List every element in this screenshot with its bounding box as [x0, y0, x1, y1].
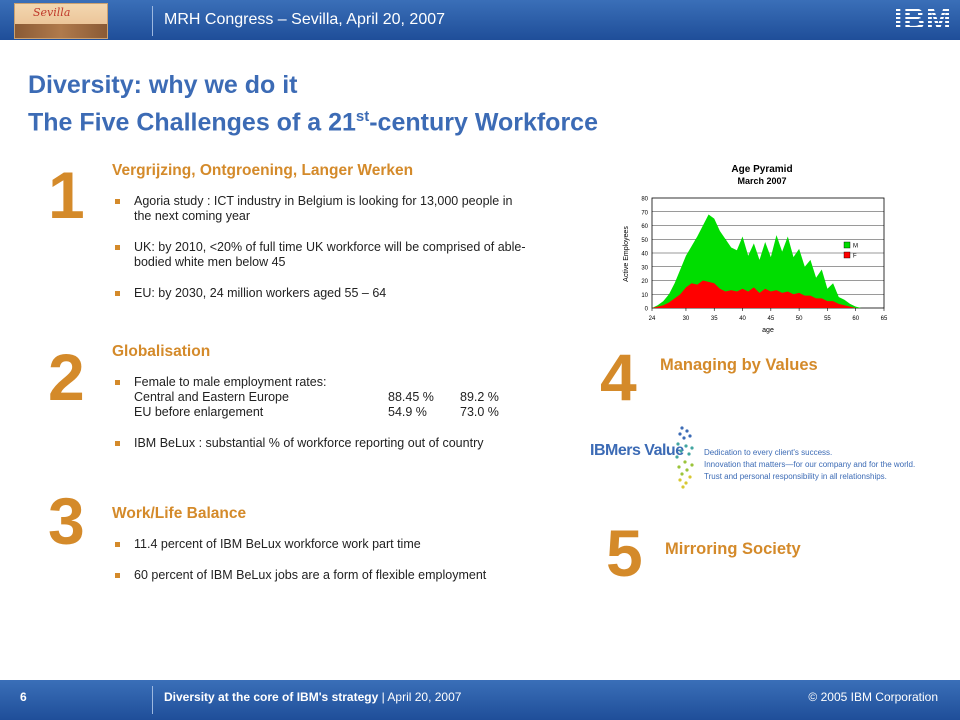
- values-word: IBMers Value: [590, 442, 684, 459]
- ibm-logo: IBM: [894, 3, 952, 36]
- age-pyramid-chart: Age Pyramid March 2007 0 10 20 30 40 50 60 70 80…: [623, 164, 888, 334]
- x-tick-label: 40: [739, 316, 746, 322]
- y-tick-label: 10: [641, 293, 648, 299]
- bullet-item: Agoria study : ICT industry in Belgium i…: [112, 194, 532, 224]
- x-tick-label: 60: [852, 316, 859, 322]
- x-tick-label: 24: [649, 316, 656, 322]
- value-line-3: Trust and personal responsibility in all…: [704, 472, 887, 481]
- legend-swatch: [843, 241, 851, 249]
- series-area-f: [652, 280, 862, 308]
- mirroring-society-label: Mirroring Society: [665, 540, 801, 558]
- x-tick-label: 45: [767, 316, 774, 322]
- y-tick-label: 70: [641, 210, 648, 216]
- legend-swatch: [843, 251, 851, 259]
- bullet-item: UK: by 2010, <20% of full time UK workfo…: [112, 240, 532, 270]
- bullet-item: EU: by 2030, 24 million workers aged 55 …: [112, 286, 532, 301]
- logo-text: Sevilla: [33, 6, 71, 19]
- bullet-item: IBM BeLux : substantial % of workforce r…: [112, 436, 532, 451]
- congress-logo: Sevilla: [14, 3, 108, 39]
- section-demographics: Vergrijzing, Ontgroening, Langer Werken …: [112, 162, 532, 317]
- y-tick-label: 30: [641, 265, 648, 271]
- challenge-number-5: 5: [606, 516, 643, 590]
- section-globalisation: Globalisation Female to male employment …: [112, 343, 532, 467]
- section-title: Vergrijzing, Ontgroening, Langer Werken: [112, 162, 414, 179]
- bullet-item: Female to male employment rates: Central…: [112, 375, 532, 420]
- bullet-item: 11.4 percent of IBM BeLux workforce work…: [112, 537, 532, 552]
- rates-intro: Female to male employment rates:: [134, 375, 327, 389]
- title-line-2: The Five Challenges of a 21st-century Wo…: [28, 108, 598, 137]
- title-line-1: Diversity: why we do it: [28, 71, 298, 99]
- page-number: 6: [20, 690, 27, 704]
- logo-cityscape: [15, 24, 107, 38]
- challenge-number-2: 2: [48, 340, 85, 414]
- chart-title: Age Pyramid: [731, 164, 792, 175]
- y-tick-label: 80: [641, 197, 648, 203]
- legend-label: M: [853, 244, 858, 250]
- x-tick-label: 65: [881, 316, 888, 322]
- legend-label: F: [853, 254, 857, 260]
- managing-by-values-label: Managing by Values: [660, 356, 818, 374]
- slide-title: Diversity: why we do it The Five Challen…: [28, 70, 598, 138]
- ibmers-value-graphic: IBMers Value Dedication to every client'…: [588, 424, 944, 490]
- challenge-number-3: 3: [48, 484, 85, 558]
- header-title: MRH Congress – Sevilla, April 20, 2007: [164, 11, 446, 28]
- section-title: Globalisation: [112, 343, 211, 360]
- x-tick-label: 55: [824, 316, 831, 322]
- section-title: Work/Life Balance: [112, 505, 247, 522]
- rates-table: Central and Eastern Europe 88.45 % 89.2 % …: [134, 390, 499, 419]
- y-axis-label: Active Employees: [623, 226, 630, 282]
- y-tick-label: 40: [641, 252, 648, 258]
- chart-subtitle: March 2007: [737, 176, 786, 186]
- footer-divider: [152, 686, 153, 714]
- dots-pattern-icon: [675, 426, 694, 489]
- x-tick-label: 30: [683, 316, 690, 322]
- footer-text: Diversity at the core of IBM's strategy …: [164, 690, 462, 704]
- challenge-number-1: 1: [48, 158, 85, 232]
- x-axis-label: age: [762, 327, 774, 334]
- value-line-2: Innovation that matters—for our company …: [704, 460, 916, 469]
- footer-bar: [0, 680, 960, 720]
- header-divider: [152, 6, 153, 36]
- copyright: © 2005 IBM Corporation: [808, 690, 938, 704]
- bullet-item: 60 percent of IBM BeLux jobs are a form …: [112, 568, 532, 583]
- y-tick-label: 20: [641, 279, 648, 285]
- y-tick-label: 50: [641, 238, 648, 244]
- challenge-number-4: 4: [600, 340, 637, 414]
- x-tick-label: 35: [711, 316, 718, 322]
- value-line-1: Dedication to every client's success.: [704, 448, 833, 457]
- x-tick-label: 50: [796, 316, 803, 322]
- y-tick-label: 60: [641, 224, 648, 230]
- header-bar: [0, 0, 960, 40]
- section-work-life: Work/Life Balance 11.4 percent of IBM Be…: [112, 505, 532, 599]
- y-tick-label: 0: [645, 307, 649, 313]
